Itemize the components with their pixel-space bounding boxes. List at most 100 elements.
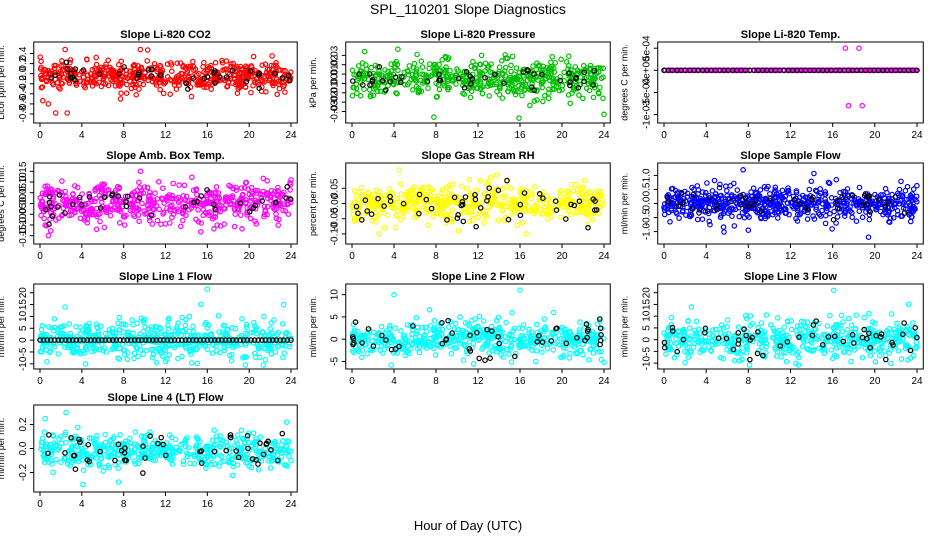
data-point	[237, 76, 243, 83]
data-point	[375, 81, 381, 87]
data-point-outlier	[137, 46, 144, 53]
data-point	[212, 59, 219, 66]
x-tick-label: 16	[202, 251, 214, 262]
data-point	[436, 61, 442, 68]
data-point	[508, 359, 515, 365]
x-tick-label: 16	[827, 130, 839, 141]
flagged-point	[573, 74, 579, 81]
data-point	[152, 80, 159, 86]
data-point	[239, 226, 245, 232]
data-point	[59, 178, 65, 184]
data-point	[287, 187, 294, 193]
data-point	[545, 95, 552, 102]
data-point	[66, 321, 73, 327]
data-point	[195, 207, 201, 213]
data-point	[574, 67, 581, 73]
y-tick-label: -0.01	[330, 81, 341, 104]
data-point	[183, 316, 189, 323]
y-tick-label: 0.03	[330, 45, 341, 65]
data-point	[668, 314, 675, 321]
flagged-point	[157, 72, 164, 78]
data-point	[204, 68, 211, 75]
data-point	[731, 223, 738, 229]
data-point	[461, 68, 468, 75]
data-point	[219, 57, 225, 64]
data-point	[350, 84, 356, 91]
data-point-outlier	[381, 225, 388, 231]
data-point	[394, 79, 401, 86]
data-point	[83, 79, 90, 86]
data-point	[861, 314, 867, 321]
data-point	[238, 195, 245, 201]
flagged-point	[72, 66, 79, 72]
flagged-point	[567, 82, 573, 89]
data-point	[39, 202, 46, 209]
data-point	[103, 61, 109, 68]
flagged-point	[286, 77, 293, 84]
flagged-point	[397, 79, 404, 86]
panel-title: Slope Line 2 Flow	[432, 271, 525, 283]
data-point	[136, 86, 142, 92]
data-point	[477, 81, 484, 87]
data-point	[426, 61, 433, 67]
data-point	[458, 183, 465, 190]
data-point-outlier	[144, 47, 151, 53]
data-point	[81, 217, 88, 224]
flagged-point	[217, 74, 223, 80]
data-point	[532, 183, 538, 190]
data-point	[558, 214, 564, 220]
data-point	[264, 178, 271, 184]
flagged-point	[237, 200, 244, 206]
data-point	[736, 213, 743, 220]
data-point-outlier	[601, 111, 607, 118]
x-tick-label: 4	[391, 130, 397, 141]
flagged-point	[520, 69, 527, 75]
data-point	[533, 66, 540, 73]
data-point	[89, 66, 96, 73]
data-point	[250, 53, 257, 60]
data-point	[685, 354, 692, 361]
data-point	[804, 216, 811, 222]
data-point	[57, 86, 63, 92]
data-point	[471, 64, 478, 71]
data-point	[508, 62, 514, 69]
data-point	[177, 198, 183, 204]
data-point-outlier	[391, 291, 397, 298]
data-point	[476, 313, 483, 320]
data-point	[565, 92, 572, 98]
data-point	[757, 187, 764, 193]
plot-frame	[657, 41, 924, 124]
data-point	[481, 219, 488, 226]
flagged-point	[476, 355, 483, 362]
data-point	[201, 84, 207, 90]
data-point	[188, 93, 195, 100]
data-point	[115, 202, 122, 208]
data-point	[252, 79, 258, 86]
y-tick-label: 0.10	[18, 172, 29, 192]
y-tick-label: 0.05	[330, 178, 341, 198]
data-point	[55, 351, 62, 357]
flagged-point	[567, 79, 573, 85]
data-point	[513, 65, 520, 71]
data-point	[547, 59, 554, 66]
data-point	[268, 320, 275, 326]
data-point	[598, 65, 604, 71]
data-point	[808, 178, 815, 185]
flagged-point	[531, 71, 537, 77]
data-point-outlier	[280, 301, 287, 308]
data-point	[123, 212, 129, 219]
data-point	[502, 338, 509, 345]
data-point	[200, 207, 207, 213]
data-point	[349, 67, 356, 74]
data-point	[170, 180, 177, 187]
flagged-point	[525, 68, 531, 74]
x-tick-label: 24	[598, 251, 610, 262]
flagged-point	[366, 71, 373, 77]
data-point	[149, 74, 156, 80]
data-point	[355, 63, 362, 69]
flagged-point	[48, 75, 55, 81]
data-point	[37, 54, 44, 60]
flagged-point	[256, 85, 263, 92]
data-point	[275, 202, 282, 209]
